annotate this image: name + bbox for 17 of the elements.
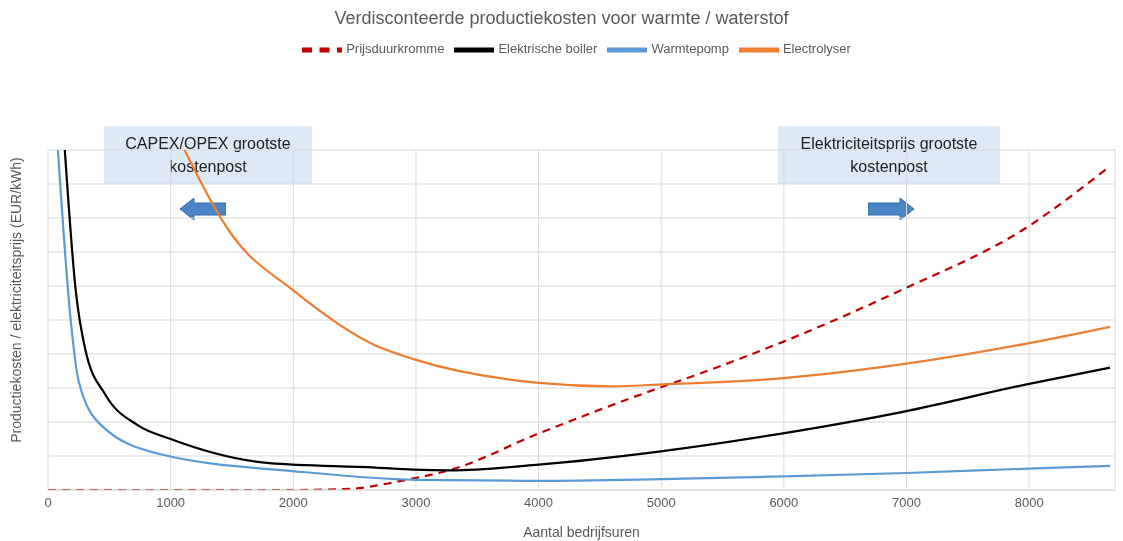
- x-tick-label: 2000: [278, 495, 308, 511]
- x-tick-label: 6000: [769, 495, 799, 511]
- x-tick-label: 5000: [646, 495, 676, 511]
- legend-label: Prijsduurkromme: [346, 41, 445, 57]
- x-tick-label: 3000: [401, 495, 431, 511]
- annotation: Elektriciteitsprijs grootste kostenpost: [778, 126, 1000, 184]
- chart-title: Verdisconteerde productiekosten voor warmte / waterstof: [333, 8, 790, 29]
- x-tick-label: 7000: [892, 495, 921, 511]
- x-tick-label: 4000: [524, 495, 554, 511]
- legend-label: Warmtepomp: [651, 41, 729, 57]
- x-tick-label: 1000: [156, 495, 186, 511]
- x-axis-title: Aantal bedrijfsuren: [522, 524, 641, 540]
- legend-label: Elektrische boiler: [498, 41, 598, 57]
- y-axis-title: Productiekosten / elektriciteitsprijs (EUR/kWh): [8, 157, 24, 443]
- x-tick-label: 8000: [1014, 495, 1044, 511]
- x-tick-label: 0: [44, 495, 52, 511]
- legend-label: Electrolyser: [782, 41, 851, 57]
